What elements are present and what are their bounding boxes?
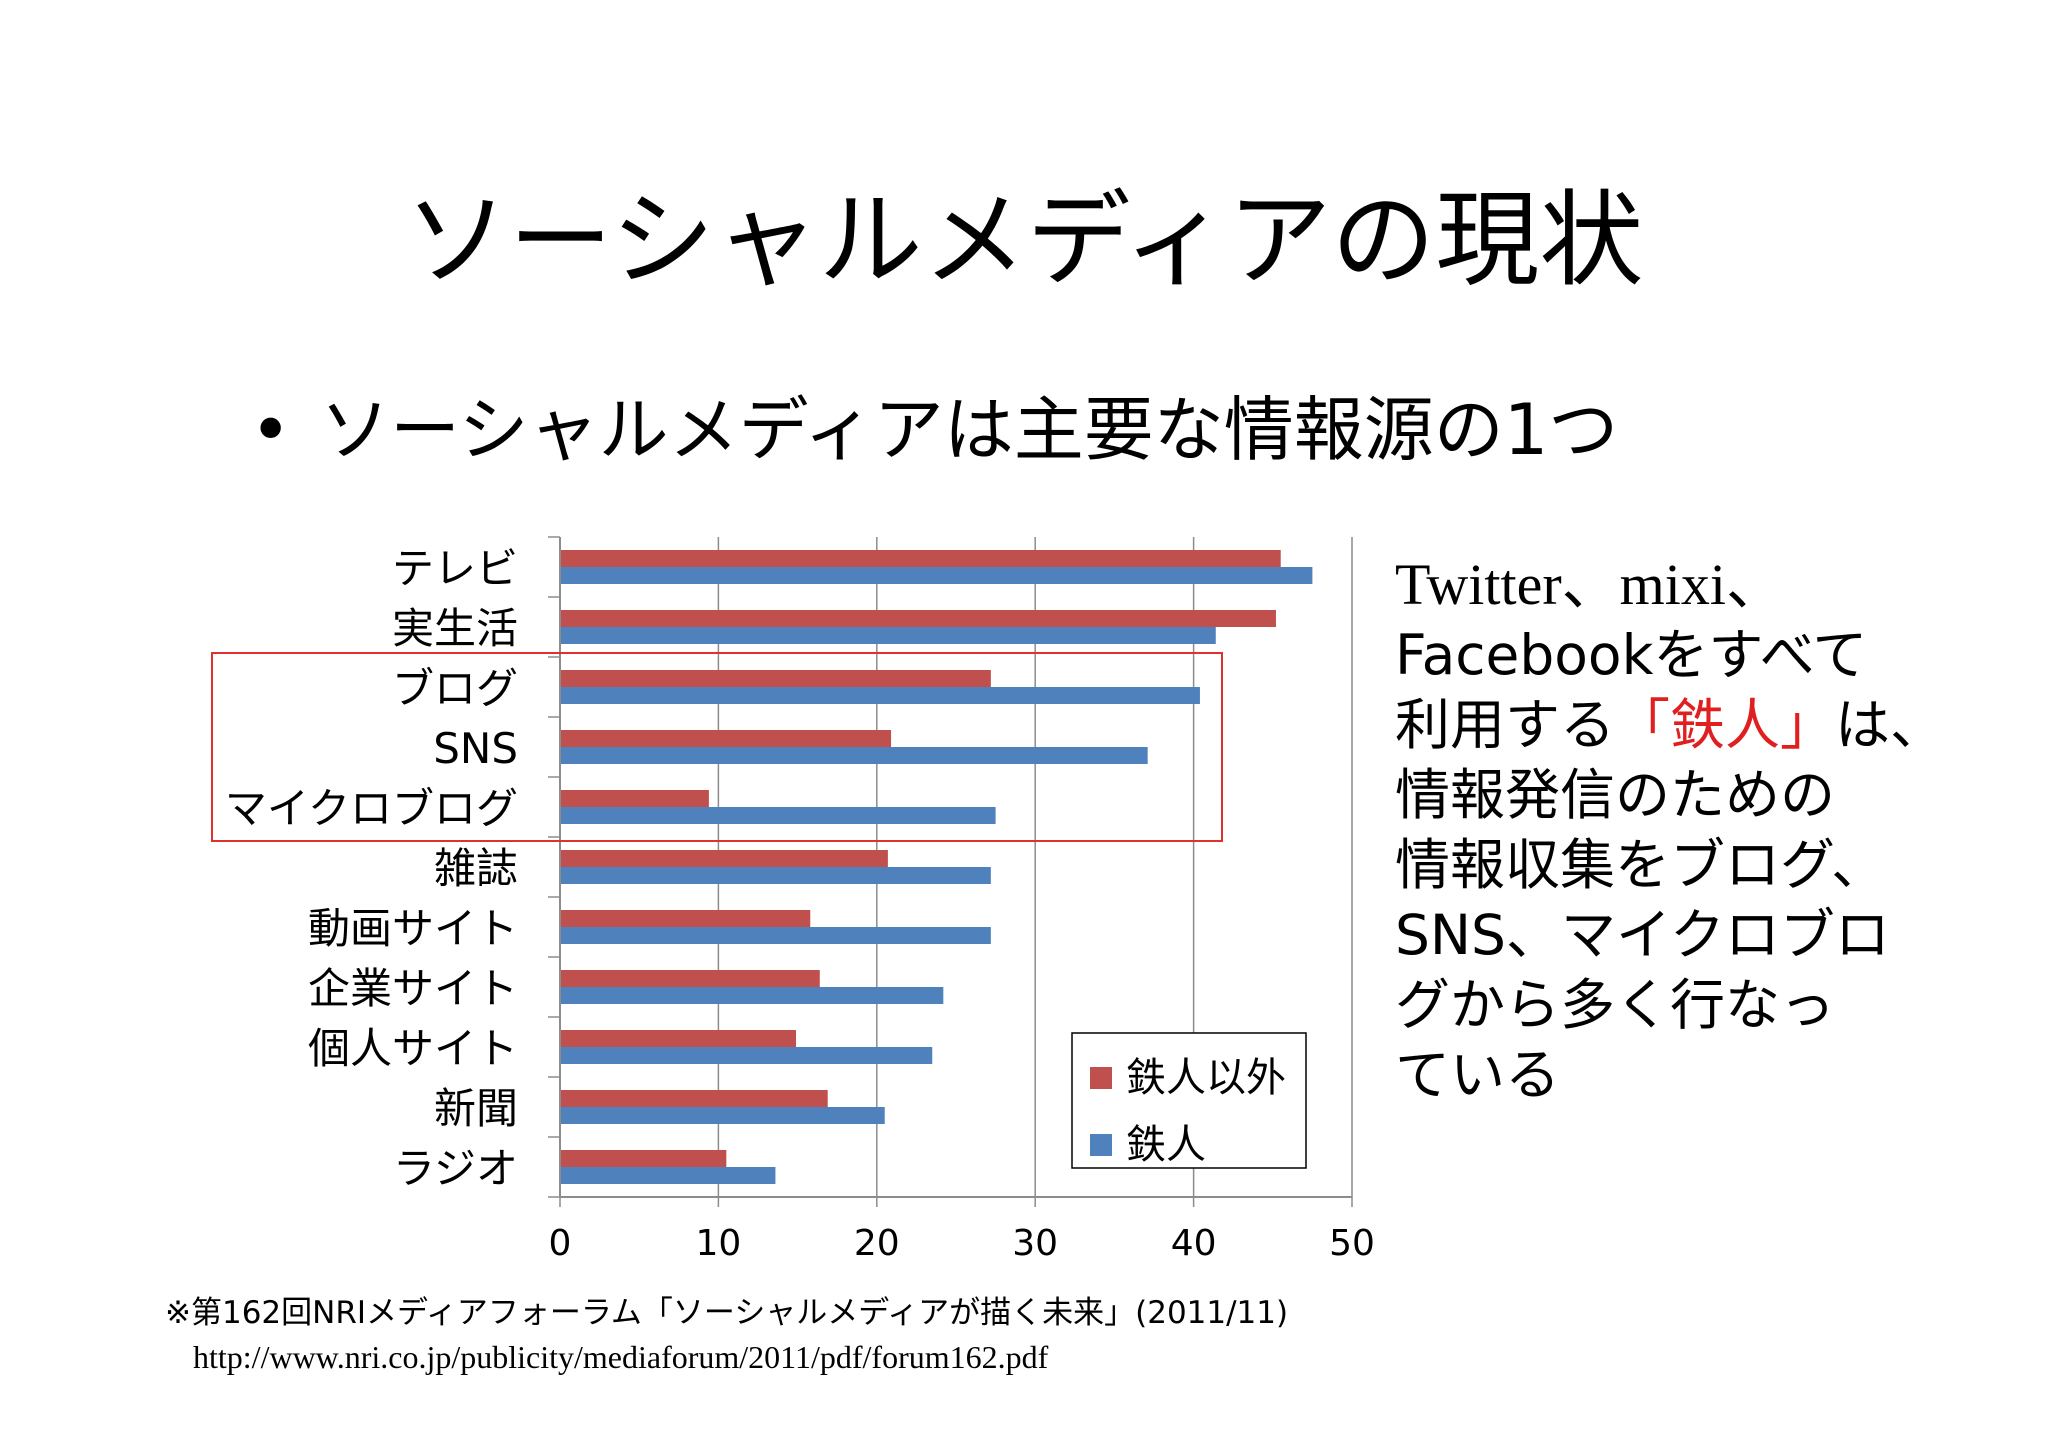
side-line-4: 情報発信のための bbox=[1395, 763, 1836, 827]
category-label-4: マイクロブログ bbox=[225, 784, 518, 833]
side-line-6: SNS、マイクロブロ bbox=[1395, 903, 1890, 967]
legend-label-0: 鉄人以外 bbox=[1126, 1055, 1286, 1101]
bar-tetsujin-10 bbox=[560, 1167, 776, 1184]
bar-tetsujin-6 bbox=[560, 927, 991, 944]
side-line-1: Twitter、mixi、 bbox=[1395, 552, 1785, 617]
category-label-7: 企業サイト bbox=[308, 964, 518, 1013]
side-line-7: グから多く行なっ bbox=[1395, 973, 1836, 1037]
side-line-8: ている bbox=[1395, 1043, 1561, 1107]
bar-non-tetsujin-0 bbox=[560, 550, 1281, 567]
category-label-1: 実生活 bbox=[392, 604, 518, 653]
source-citation: ※第162回NRIメディアフォーラム「ソーシャルメディアが描く未来」(2011/… bbox=[165, 1290, 1288, 1379]
x-tick-label-0: 0 bbox=[549, 1223, 572, 1264]
side-annotation: Twitter、mixi、 Facebookをすべて 利用する「鉄人」は、 情報… bbox=[1395, 550, 1955, 1110]
bars bbox=[560, 550, 1313, 1184]
source-url[interactable]: http://www.nri.co.jp/publicity/mediaforu… bbox=[193, 1339, 1049, 1375]
legend-swatch-0 bbox=[1090, 1067, 1112, 1089]
bullet-point: • ソーシャルメディアは主要な情報源の1つ bbox=[250, 385, 1618, 475]
bar-tetsujin-1 bbox=[560, 627, 1216, 644]
side-line-5: 情報収集をブログ、 bbox=[1395, 833, 1887, 897]
legend-swatch-1 bbox=[1090, 1134, 1112, 1156]
x-tick-label-30: 30 bbox=[1012, 1223, 1058, 1264]
bar-tetsujin-4 bbox=[560, 807, 996, 824]
side-line-2-text: Facebookをすべて bbox=[1395, 623, 1868, 687]
bar-non-tetsujin-5 bbox=[560, 850, 888, 867]
category-label-9: 新聞 bbox=[434, 1084, 518, 1133]
x-tick-label-20: 20 bbox=[854, 1223, 900, 1264]
bar-non-tetsujin-7 bbox=[560, 970, 820, 987]
category-label-10: ラジオ bbox=[393, 1144, 518, 1193]
x-tick-label-50: 50 bbox=[1329, 1223, 1375, 1264]
x-tick-label-10: 10 bbox=[695, 1223, 741, 1264]
category-label-5: 雑誌 bbox=[434, 844, 518, 893]
bar-non-tetsujin-10 bbox=[560, 1150, 727, 1167]
bar-non-tetsujin-1 bbox=[560, 610, 1276, 627]
side-line-3-post: は、 bbox=[1835, 693, 1946, 757]
side-line-3-pre: 利用する bbox=[1395, 693, 1616, 757]
slide-title: ソーシャルメディアの現状 bbox=[404, 179, 1644, 301]
side-line-2: Facebookをすべて bbox=[1395, 620, 1955, 690]
bar-tetsujin-2 bbox=[560, 687, 1200, 704]
bar-tetsujin-0 bbox=[560, 567, 1313, 584]
category-label-6: 動画サイト bbox=[308, 904, 518, 953]
bar-tetsujin-7 bbox=[560, 987, 944, 1004]
highlight-box bbox=[211, 652, 1223, 842]
bar-tetsujin-8 bbox=[560, 1047, 933, 1064]
bar-non-tetsujin-4 bbox=[560, 790, 709, 807]
axes bbox=[548, 536, 1353, 1207]
bullet-marker: • bbox=[250, 389, 292, 471]
bar-non-tetsujin-6 bbox=[560, 910, 811, 927]
bullet-text: ソーシャルメディアは主要な情報源の1つ bbox=[320, 389, 1619, 471]
bar-tetsujin-9 bbox=[560, 1107, 885, 1124]
legend-label-1: 鉄人 bbox=[1126, 1122, 1206, 1168]
x-tick-label-40: 40 bbox=[1171, 1223, 1217, 1264]
bar-non-tetsujin-3 bbox=[560, 730, 892, 747]
side-line-3: 利用する「鉄人」は、 bbox=[1395, 690, 1955, 760]
category-label-2: ブログ bbox=[392, 664, 518, 713]
category-label-8: 個人サイト bbox=[308, 1024, 518, 1073]
side-line-3-accent: 「鉄人」 bbox=[1615, 693, 1836, 757]
bar-non-tetsujin-8 bbox=[560, 1030, 797, 1047]
bar-non-tetsujin-2 bbox=[560, 670, 991, 687]
bar-non-tetsujin-9 bbox=[560, 1090, 828, 1107]
bar-tetsujin-5 bbox=[560, 867, 991, 884]
category-label-0: テレビ bbox=[392, 544, 518, 593]
bar-tetsujin-3 bbox=[560, 747, 1148, 764]
category-label-3: SNS bbox=[433, 724, 518, 773]
source-line-1: ※第162回NRIメディアフォーラム「ソーシャルメディアが描く未来」(2011/… bbox=[165, 1295, 1289, 1331]
